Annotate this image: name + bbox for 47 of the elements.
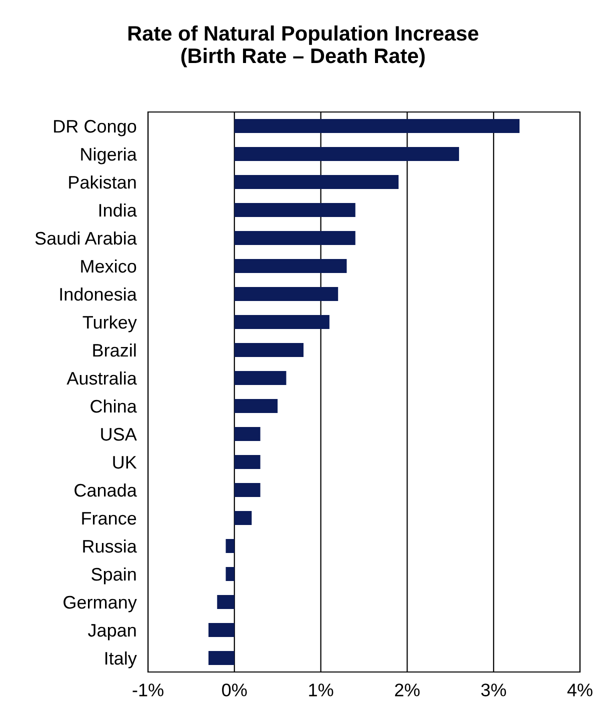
bar xyxy=(234,455,260,469)
bar xyxy=(234,315,330,329)
bar xyxy=(234,427,260,441)
bar xyxy=(234,483,260,497)
y-tick-label: Indonesia xyxy=(60,287,137,301)
bar xyxy=(208,623,234,637)
bar xyxy=(217,595,234,609)
y-tick-label: Italy xyxy=(105,651,137,668)
bar xyxy=(234,511,252,525)
bar xyxy=(234,175,399,189)
bar xyxy=(226,539,234,553)
y-tick-label: DR Congo xyxy=(54,120,136,136)
chart-title: Rate of Natural Population Increase (Birth Rate – Death Rate) xyxy=(128,25,478,68)
bar xyxy=(234,147,460,161)
x-tick-label: 0% xyxy=(222,684,247,696)
bar xyxy=(234,399,278,413)
y-tick-label: Spain xyxy=(92,567,136,584)
y-tick-label: Turkey xyxy=(82,315,137,332)
y-tick-label: France xyxy=(82,512,136,525)
bar xyxy=(226,567,234,581)
y-tick-label: Mexico xyxy=(81,259,136,273)
bar xyxy=(234,287,338,301)
y-tick-label: USA xyxy=(101,428,137,441)
bar xyxy=(208,651,234,665)
y-tick-label: Australia xyxy=(66,371,137,385)
bar xyxy=(234,259,347,273)
y-tick-label: Brazil xyxy=(93,343,136,357)
y-tick-label: Nigeria xyxy=(81,147,137,164)
bar xyxy=(234,119,520,133)
y-tick-label: Canada xyxy=(74,483,137,497)
y-tick-label: Germany xyxy=(64,596,137,612)
x-tick-label: 1% xyxy=(309,684,334,696)
y-tick-label: Japan xyxy=(88,624,136,640)
bar xyxy=(234,343,304,357)
bar xyxy=(234,231,356,245)
x-tick-label: 3% xyxy=(481,684,506,696)
bar xyxy=(234,203,356,217)
y-tick-label: UK xyxy=(113,456,137,469)
y-tick-label: Saudi Arabia xyxy=(35,231,137,245)
y-tick-label: Pakistan xyxy=(69,175,136,189)
x-tick-label: 4% xyxy=(567,684,592,696)
y-tick-label: China xyxy=(90,399,137,413)
x-tick-label: -1% xyxy=(132,684,164,696)
y-tick-label: Russia xyxy=(83,539,137,553)
y-tick-label: India xyxy=(99,203,137,217)
x-tick-label: 2% xyxy=(395,684,420,696)
bar xyxy=(234,371,286,385)
